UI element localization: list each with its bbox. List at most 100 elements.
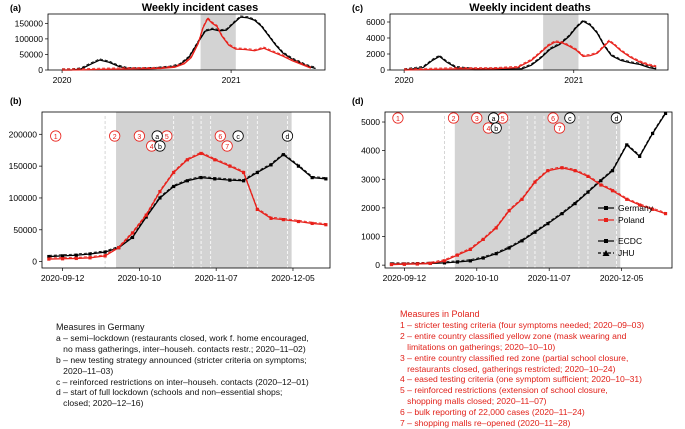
- data-point: [610, 169, 615, 173]
- annotation-6-label: 6: [218, 134, 222, 141]
- x-tick-label: 2020-09-12: [41, 273, 85, 283]
- data-point: [442, 261, 447, 265]
- y-tick-label: 2000: [366, 49, 385, 59]
- legend-marker-square: [604, 239, 608, 243]
- series-line-germany: [391, 113, 667, 265]
- legend-label: JHU: [618, 248, 635, 258]
- series-line-jhu-poland: [48, 151, 326, 259]
- lockdown-shade: [200, 14, 236, 70]
- y-tick-label: 100000: [15, 34, 44, 44]
- y-tick-label: 0: [38, 65, 43, 75]
- data-point: [213, 177, 217, 181]
- data-point: [468, 259, 472, 263]
- series-line-poland: [404, 40, 657, 71]
- data-point: [494, 226, 498, 230]
- poland-measure-line: 3 – entire country classified red zone (…: [400, 352, 629, 363]
- y-tick-label: 0: [375, 260, 380, 270]
- annotation-2-label: 2: [452, 116, 456, 123]
- poland-measure-line: 1 – stricter testing criteria (four symp…: [400, 319, 645, 330]
- germany-measure-line: c – reinforced restrictions on inter–hou…: [56, 376, 309, 387]
- annotation-3: [471, 112, 483, 124]
- germany-measure-line: 2020–11–03): [56, 365, 114, 376]
- lockdown-shade: [454, 112, 621, 268]
- data-point: [185, 179, 189, 183]
- data-point: [507, 246, 511, 250]
- series-line-jhu-germany: [62, 15, 316, 70]
- data-point: [455, 253, 459, 257]
- annotation-7-label: 7: [225, 144, 229, 151]
- data-point: [520, 197, 524, 201]
- annotation-a-label: a: [155, 134, 159, 141]
- data-point: [324, 177, 328, 181]
- annotation-2: [109, 130, 121, 142]
- data-point: [130, 235, 135, 240]
- poland-measure-line: shopping malls closed; 2020–11–07): [400, 396, 547, 407]
- series-line-germany: [404, 20, 657, 71]
- annotation-b: [490, 122, 502, 134]
- annotation-1: [392, 112, 404, 124]
- legend-label: ECDC: [618, 236, 642, 246]
- data-point: [296, 164, 301, 168]
- legend-label: Germany: [618, 203, 654, 213]
- data-point: [494, 252, 498, 256]
- x-tick-label: 2020: [395, 75, 414, 85]
- data-point: [389, 262, 394, 267]
- annotation-b: [154, 140, 166, 152]
- series-line-jhu-poland: [404, 39, 657, 70]
- x-tick-label: 2021: [564, 75, 583, 85]
- data-point: [269, 163, 273, 167]
- data-point: [158, 196, 162, 200]
- data-point: [281, 153, 285, 157]
- germany-measure-line: no mass gatherings, inter–househ. contac…: [56, 343, 306, 354]
- annotation-6: [547, 112, 559, 124]
- series-line-poland: [391, 167, 666, 266]
- plot-frame: [47, 13, 326, 71]
- annotation-6: [214, 130, 226, 142]
- annotation-b-label: b: [494, 126, 498, 133]
- annotation-3-label: 3: [475, 116, 479, 123]
- y-tick-label: 0: [32, 257, 37, 267]
- germany-measures-title: Measures in Germany: [56, 322, 145, 332]
- poland-measure-line: 6 – bulk reporting of 22,000 cases (2020…: [400, 407, 585, 418]
- data-point: [507, 209, 511, 213]
- data-point: [281, 218, 285, 222]
- annotation-6-label: 6: [551, 116, 555, 123]
- poland-measure-line: 2 – entire country classified yellow zon…: [400, 330, 627, 341]
- chart-title-deaths: Weekly incident deaths: [469, 2, 590, 14]
- plot-frame: [384, 111, 673, 269]
- series-line-jhu-germany: [48, 152, 326, 256]
- annotation-d: [281, 130, 294, 142]
- annotation-7-label: 7: [558, 126, 562, 133]
- panel-label-a: (a): [10, 3, 21, 13]
- data-point: [310, 175, 314, 180]
- lockdown-shade: [116, 112, 292, 268]
- annotation-3-label: 3: [137, 134, 141, 141]
- y-tick-label: 150000: [9, 161, 38, 171]
- data-point: [255, 207, 259, 212]
- y-tick-label: 2000: [361, 203, 380, 213]
- data-point: [130, 231, 135, 235]
- data-point: [47, 254, 51, 259]
- annotation-d: [610, 112, 623, 124]
- data-point: [625, 143, 629, 147]
- data-point: [158, 189, 162, 194]
- data-point: [74, 256, 78, 261]
- annotation-4-label: 4: [150, 144, 154, 151]
- y-tick-label: 4000: [361, 146, 380, 156]
- data-point: [296, 219, 301, 224]
- data-point: [586, 190, 590, 194]
- data-point: [546, 222, 550, 226]
- data-point: [573, 201, 577, 206]
- data-point: [402, 262, 406, 266]
- poland-measure-line: 5 – reinforced restrictions (extension o…: [400, 385, 608, 396]
- data-point: [663, 111, 668, 116]
- data-point: [560, 166, 564, 170]
- x-tick-label: 2020-10-10: [118, 273, 162, 283]
- x-tick-label: 2020-11-07: [528, 273, 571, 283]
- data-point: [651, 131, 655, 136]
- data-point: [428, 261, 432, 266]
- annotation-a-label: a: [492, 116, 496, 123]
- data-point: [199, 151, 203, 155]
- annotation-1-label: 1: [396, 116, 400, 123]
- data-point: [442, 259, 447, 263]
